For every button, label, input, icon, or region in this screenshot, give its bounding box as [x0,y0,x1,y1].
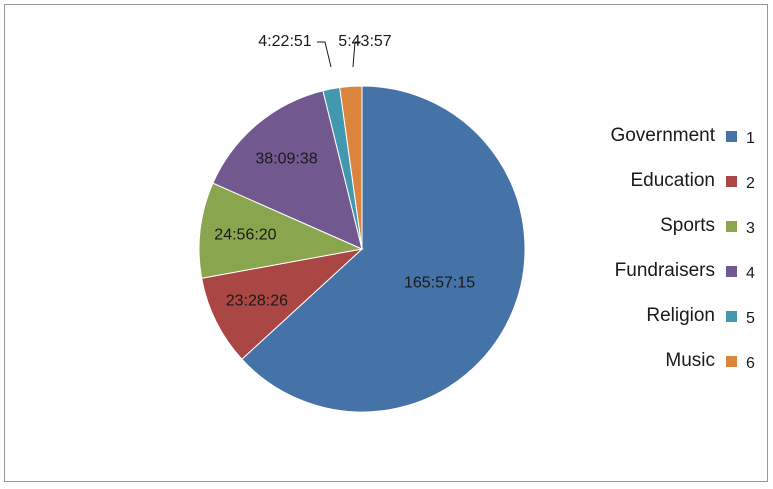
data-label-religion: 4:22:51 [258,33,311,50]
legend-label-fundraisers: Fundraisers [615,260,715,281]
data-label-government: 165:57:15 [404,274,475,291]
pie-slice-government [241,85,526,413]
legend-label-education: Education [630,170,715,191]
pie-slice-fundraisers [212,90,363,250]
legend-label-religion: Religion [646,305,715,326]
legend-number-6: 6 [746,355,755,372]
leader-line-religion [317,41,332,68]
pie-slice-music [339,85,363,250]
legend-swatch-education [726,176,737,187]
leaders-layer [317,41,361,68]
legend-number-3: 3 [746,220,755,237]
legend-label-sports: Sports [660,215,715,236]
legend-number-4: 4 [746,265,755,282]
labels-layer: 165:57:15 23:28:26 24:56:20 38:09:38 4:22:51… [214,33,475,309]
leader-line-music [352,41,361,68]
legend-swatch-government [726,131,737,142]
legend-number-5: 5 [746,310,755,327]
legend-swatch-religion [726,311,737,322]
data-label-sports: 24:56:20 [214,226,276,243]
legend-label-government: Government [610,125,715,146]
data-label-education: 23:28:26 [226,292,288,309]
legend-swatch-fundraisers [726,266,737,277]
slices-layer [198,85,526,413]
legend-label-music: Music [665,350,715,371]
legend-number-1: 1 [746,130,755,147]
legend-swatch-music [726,356,737,367]
pie-slice-education [201,248,364,360]
chart-frame: 165:57:15 23:28:26 24:56:20 38:09:38 4:22:51… [4,4,768,482]
legend-swatch-sports [726,221,737,232]
legend: Government 1 Education 2 Sports 3 Fundraisers 4… [610,125,755,372]
data-label-fundraisers: 38:09:38 [255,150,317,167]
legend-number-2: 2 [746,175,755,192]
pie-slice-sports [198,182,364,279]
pie-chart: 165:57:15 23:28:26 24:56:20 38:09:38 4:22:51… [198,33,755,413]
data-label-music: 5:43:57 [338,33,391,50]
